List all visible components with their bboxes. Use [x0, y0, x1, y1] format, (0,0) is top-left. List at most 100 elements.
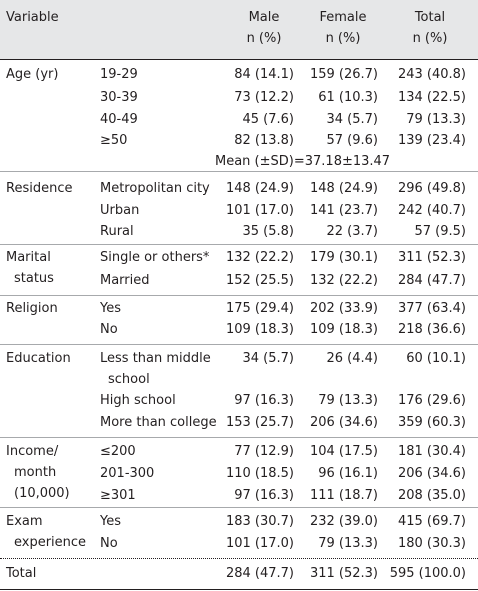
male-cell: 77 (12.9)	[234, 444, 294, 459]
category-label: 40-49	[100, 112, 138, 127]
variable-label: month	[14, 465, 57, 480]
male-cell: 183 (30.7)	[225, 514, 294, 529]
total-cell: 181 (30.4)	[397, 444, 466, 459]
category-label: Yes	[100, 301, 121, 316]
total-cell: 139 (23.4)	[397, 133, 466, 148]
total-cell: 311 (52.3)	[397, 250, 466, 265]
total-cell: 284 (47.7)	[397, 273, 466, 288]
total-cell: 218 (36.6)	[397, 322, 466, 337]
header-total-unit: n (%)	[412, 31, 448, 46]
variable-label: Education	[6, 351, 71, 366]
variable-label: status	[14, 271, 54, 286]
group-divider	[0, 507, 478, 508]
male-cell: 175 (29.4)	[225, 301, 294, 316]
variable-label: Exam	[6, 514, 43, 529]
female-cell: 148 (24.9)	[309, 181, 378, 196]
female-cell: 206 (34.6)	[309, 415, 378, 430]
variable-label: experience	[14, 535, 87, 550]
variable-label: Residence	[6, 181, 73, 196]
header-total: Total	[414, 10, 446, 25]
female-cell: 179 (30.1)	[309, 250, 378, 265]
variable-label: Age (yr)	[6, 67, 59, 82]
female-cell: 109 (18.3)	[309, 322, 378, 337]
female-cell: 141 (23.7)	[309, 203, 378, 218]
male-cell: 73 (12.2)	[234, 90, 294, 105]
category-label: Yes	[100, 514, 121, 529]
category-label: No	[100, 536, 118, 551]
total-cell: 243 (40.8)	[397, 67, 466, 82]
female-cell: 111 (18.7)	[309, 488, 378, 503]
total-cell: 176 (29.6)	[397, 393, 466, 408]
male-cell: 84 (14.1)	[234, 67, 294, 82]
total-cell: 415 (69.7)	[397, 514, 466, 529]
female-cell: 104 (17.5)	[309, 444, 378, 459]
male-cell: 101 (17.0)	[225, 536, 294, 551]
total-cell: 180 (30.3)	[397, 536, 466, 551]
group-divider	[0, 171, 478, 172]
header-male: Male	[248, 10, 280, 25]
header-female: Female	[319, 10, 367, 25]
female-cell: 232 (39.0)	[309, 514, 378, 529]
total-cell: 134 (22.5)	[397, 90, 466, 105]
male-cell: 153 (25.7)	[225, 415, 294, 430]
female-cell: 202 (33.9)	[309, 301, 378, 316]
total-cell: 60 (10.1)	[406, 351, 466, 366]
header-variable: Variable	[6, 10, 59, 25]
total-cell: 208 (35.0)	[397, 488, 466, 503]
male-cell: 101 (17.0)	[225, 203, 294, 218]
female-cell: 132 (22.2)	[309, 273, 378, 288]
female-cell: 61 (10.3)	[318, 90, 378, 105]
male-cell: 82 (13.8)	[234, 133, 294, 148]
male-cell: 45 (7.6)	[242, 112, 295, 127]
category-label: Rural	[100, 224, 134, 239]
header-rule	[0, 59, 478, 60]
female-cell: 96 (16.1)	[318, 466, 378, 481]
category-label: High school	[100, 393, 176, 408]
total-cell: 57 (9.5)	[414, 224, 467, 239]
category-label: Urban	[100, 203, 140, 218]
male-cell: 110 (18.5)	[225, 466, 294, 481]
female-cell: 26 (4.4)	[326, 351, 379, 366]
total-cell: 359 (60.3)	[397, 415, 466, 430]
total-divider	[0, 558, 478, 559]
total-cell: 79 (13.3)	[406, 112, 466, 127]
female-cell: 79 (13.3)	[318, 393, 378, 408]
male-cell: 35 (5.8)	[242, 224, 295, 239]
group-divider	[0, 295, 478, 296]
category-label: No	[100, 322, 118, 337]
male-cell: 34 (5.7)	[242, 351, 295, 366]
category-label: 30-39	[100, 90, 138, 105]
male-cell: 97 (16.3)	[234, 488, 294, 503]
male-cell: 132 (22.2)	[225, 250, 294, 265]
male-cell: 97 (16.3)	[234, 393, 294, 408]
category-label: ≥50	[100, 133, 128, 148]
female-cell: 57 (9.6)	[326, 133, 379, 148]
total-cell: 242 (40.7)	[397, 203, 466, 218]
variable-label: Marital	[6, 250, 51, 265]
total-cell: 377 (63.4)	[397, 301, 466, 316]
table-header: Variable Male n (%) Female n (%) Total n…	[0, 0, 478, 59]
category-label: ≤200	[100, 444, 136, 459]
total-cell: 296 (49.8)	[397, 181, 466, 196]
male-cell: 284 (47.7)	[225, 566, 294, 581]
variable-label: (10,000)	[14, 486, 70, 501]
category-label: Metropolitan city	[100, 181, 210, 196]
bottom-rule	[0, 589, 478, 590]
category-label: Less than middle	[100, 351, 211, 366]
male-cell: 109 (18.3)	[225, 322, 294, 337]
variable-label: Income/	[6, 444, 59, 459]
category-label: 19-29	[100, 67, 138, 82]
category-label: Married	[100, 273, 150, 288]
female-cell: 34 (5.7)	[326, 112, 379, 127]
female-cell: 311 (52.3)	[309, 566, 378, 581]
group-divider	[0, 437, 478, 438]
variable-label: Total	[6, 566, 37, 581]
total-cell: 206 (34.6)	[397, 466, 466, 481]
group-divider	[0, 244, 478, 245]
category-label: More than college	[100, 415, 217, 430]
age-mean-note: Mean (±SD)=37.18±13.47	[215, 154, 391, 169]
header-female-unit: n (%)	[325, 31, 361, 46]
male-cell: 152 (25.5)	[225, 273, 294, 288]
total-cell: 595 (100.0)	[389, 566, 466, 581]
